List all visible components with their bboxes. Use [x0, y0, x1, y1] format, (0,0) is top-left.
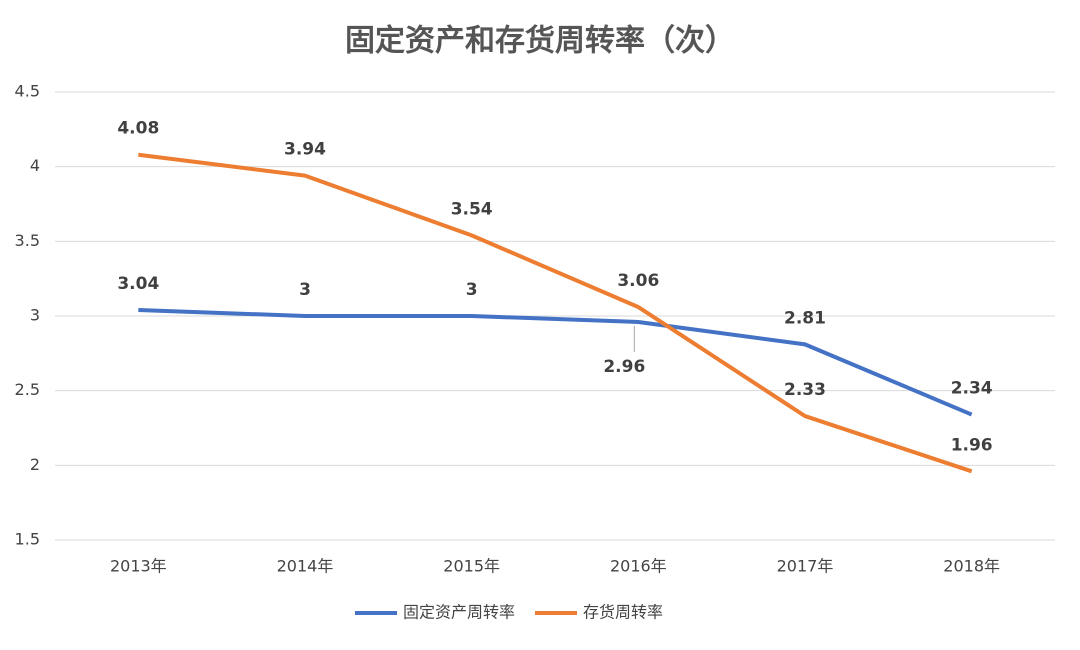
data-label: 4.08 — [117, 119, 159, 139]
line-series — [138, 308, 973, 417]
data-label: 3.54 — [451, 199, 493, 219]
data-label: 1.96 — [951, 435, 993, 455]
x-tick-label: 2014年 — [277, 557, 334, 576]
x-tick-label: 2017年 — [777, 557, 834, 576]
y-tick-label: 2.5 — [15, 380, 40, 399]
x-tick-label: 2013年 — [110, 557, 167, 576]
legend-label: 存货周转率 — [583, 603, 663, 622]
data-label: 2.34 — [951, 379, 993, 399]
data-label: 3.94 — [284, 140, 326, 160]
x-tick-label: 2015年 — [443, 557, 500, 576]
x-tick-label: 2018年 — [943, 557, 1000, 576]
data-label: 2.81 — [784, 308, 826, 328]
data-label: 3.06 — [617, 271, 659, 291]
data-label: 2.96 — [603, 357, 645, 377]
data-label: 3.04 — [117, 274, 159, 294]
y-tick-label: 4.5 — [15, 82, 40, 101]
y-tick-label: 1.5 — [15, 530, 40, 549]
data-label: 3 — [299, 280, 311, 300]
chart-title: 固定资产和存货周转率（次） — [345, 24, 735, 59]
data-label: 2.33 — [784, 380, 826, 400]
data-label: 3 — [466, 280, 478, 300]
y-tick-label: 3 — [30, 306, 40, 325]
line-series — [138, 152, 973, 474]
y-tick-label: 4 — [30, 156, 40, 175]
y-tick-label: 3.5 — [15, 231, 40, 250]
x-tick-label: 2016年 — [610, 557, 667, 576]
y-tick-label: 2 — [30, 455, 40, 474]
legend-label: 固定资产周转率 — [403, 603, 515, 622]
